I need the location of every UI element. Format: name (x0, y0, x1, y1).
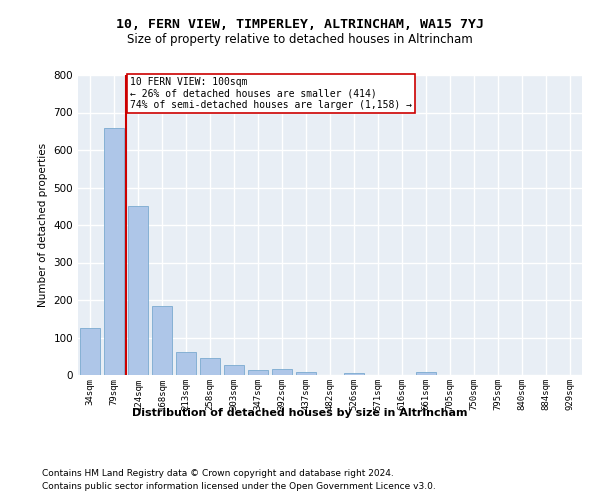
Bar (344, 373, 364, 375)
Bar (224, 365, 244, 375)
Bar (152, 306, 172, 375)
Bar (80, 328, 100, 375)
Text: 10 FERN VIEW: 100sqm
← 26% of detached houses are smaller (414)
74% of semi-deta: 10 FERN VIEW: 100sqm ← 26% of detached h… (130, 77, 412, 110)
Bar (248, 370, 268, 375)
Bar (104, 128, 124, 375)
Bar (128, 206, 148, 375)
Bar (416, 372, 436, 375)
Bar (296, 372, 316, 375)
Bar (200, 358, 220, 375)
Bar (272, 370, 292, 375)
Text: Size of property relative to detached houses in Altrincham: Size of property relative to detached ho… (127, 32, 473, 46)
Text: Contains public sector information licensed under the Open Government Licence v3: Contains public sector information licen… (42, 482, 436, 491)
Text: Distribution of detached houses by size in Altrincham: Distribution of detached houses by size … (132, 408, 468, 418)
Y-axis label: Number of detached properties: Number of detached properties (38, 143, 48, 307)
Text: Contains HM Land Registry data © Crown copyright and database right 2024.: Contains HM Land Registry data © Crown c… (42, 468, 394, 477)
Bar (176, 352, 196, 375)
Text: 10, FERN VIEW, TIMPERLEY, ALTRINCHAM, WA15 7YJ: 10, FERN VIEW, TIMPERLEY, ALTRINCHAM, WA… (116, 18, 484, 30)
